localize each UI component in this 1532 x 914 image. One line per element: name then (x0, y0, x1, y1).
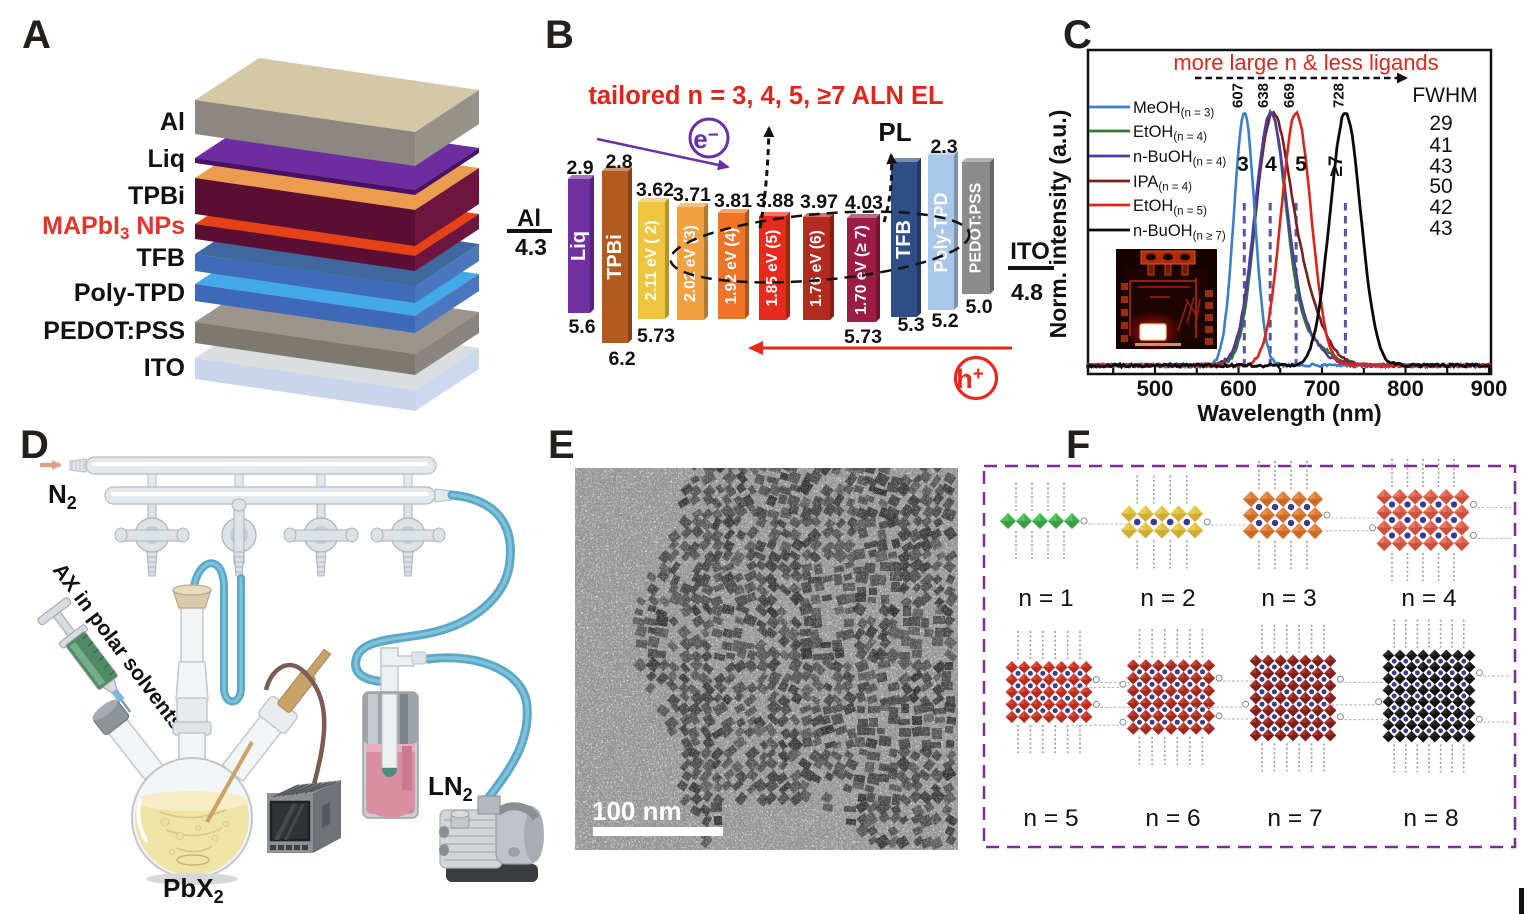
svg-text:Al: Al (160, 108, 185, 136)
svg-text:≥7: ≥7 (1326, 156, 1347, 177)
svg-text:PEDOT:PSS: PEDOT:PSS (968, 182, 985, 273)
svg-text:43: 43 (1429, 217, 1452, 240)
svg-text:607: 607 (1229, 83, 1246, 108)
svg-text:LN2: LN2 (428, 771, 473, 805)
svg-text:Norm. intensity (a.u.): Norm. intensity (a.u.) (1045, 110, 1071, 339)
svg-text:4: 4 (1265, 153, 1277, 176)
svg-text:e−: e− (693, 124, 719, 154)
svg-text:n = 4: n = 4 (1401, 585, 1456, 612)
svg-text:5: 5 (1295, 153, 1307, 176)
svg-text:PEDOT:PSS: PEDOT:PSS (43, 317, 185, 345)
svg-text:EtOH(n = 5): EtOH(n = 5) (1133, 197, 1207, 218)
svg-text:41: 41 (1429, 134, 1452, 157)
svg-text:43: 43 (1429, 155, 1452, 178)
svg-text:F: F (1066, 423, 1090, 467)
svg-text:Poly-TPD: Poly-TPD (74, 279, 185, 307)
svg-text:50: 50 (1429, 175, 1452, 198)
svg-text:5.73: 5.73 (637, 325, 675, 347)
svg-text:5.0: 5.0 (965, 296, 992, 318)
svg-text:29: 29 (1429, 112, 1452, 135)
svg-text:n = 2: n = 2 (1140, 585, 1195, 612)
svg-text:3.71: 3.71 (673, 184, 711, 206)
svg-text:PL: PL (878, 117, 911, 147)
svg-text:FWHM: FWHM (1412, 84, 1477, 107)
svg-text:TFB: TFB (136, 244, 185, 272)
svg-text:n = 8: n = 8 (1403, 805, 1458, 832)
svg-text:800: 800 (1387, 376, 1424, 401)
svg-text:900: 900 (1471, 376, 1508, 401)
svg-text:PbX2: PbX2 (163, 873, 224, 907)
svg-text:728: 728 (1330, 83, 1347, 108)
svg-text:ITO: ITO (144, 354, 185, 382)
svg-text:n = 7: n = 7 (1267, 805, 1322, 832)
svg-text:3.81: 3.81 (714, 190, 752, 212)
svg-text:n-BuOH(n ≥ 7): n-BuOH(n ≥ 7) (1133, 222, 1226, 243)
svg-text:1.76 eV (6): 1.76 eV (6) (808, 230, 825, 307)
svg-text:Liq: Liq (568, 231, 590, 261)
svg-text:5.3: 5.3 (897, 314, 924, 336)
svg-text:2.11 eV ( 2): 2.11 eV ( 2) (643, 220, 660, 300)
svg-text:EtOH(n = 4): EtOH(n = 4) (1133, 123, 1207, 144)
svg-text:A: A (22, 13, 51, 57)
svg-text:3: 3 (1237, 153, 1249, 176)
svg-text:600: 600 (1220, 376, 1257, 401)
svg-text:TPBi: TPBi (128, 182, 185, 210)
svg-text:100 nm: 100 nm (592, 796, 682, 826)
svg-text:2.8: 2.8 (605, 151, 632, 173)
svg-text:tailored n = 3, 4, 5, ≥7 ALN E: tailored n = 3, 4, 5, ≥7 ALN EL (588, 82, 943, 110)
svg-text:3.97: 3.97 (800, 191, 838, 213)
svg-text:n = 1: n = 1 (1018, 585, 1073, 612)
svg-text:4.3: 4.3 (515, 234, 547, 260)
svg-text:Wavelength (nm): Wavelength (nm) (1197, 400, 1381, 426)
svg-text:more large n & less ligands: more large n & less ligands (1173, 50, 1438, 75)
svg-text:1.85 eV (5): 1.85 eV (5) (764, 230, 781, 307)
svg-text:2.3: 2.3 (930, 136, 957, 158)
svg-text:MAPbI3 NPs: MAPbI3 NPs (42, 212, 185, 243)
svg-text:h+: h+ (956, 364, 984, 394)
svg-text:5.73: 5.73 (844, 326, 882, 348)
svg-text:Al: Al (517, 205, 541, 232)
svg-text:N2: N2 (48, 479, 77, 513)
svg-text:TPBi: TPBi (604, 234, 626, 280)
svg-text:n = 3: n = 3 (1261, 585, 1316, 612)
svg-text:Poly-TPD: Poly-TPD (931, 192, 951, 272)
svg-text:MeOH(n = 3): MeOH(n = 3) (1133, 99, 1214, 120)
svg-text:700: 700 (1304, 376, 1341, 401)
svg-text:2.02 eV (3): 2.02 eV (3) (682, 225, 699, 302)
svg-text:Liq: Liq (148, 145, 186, 173)
svg-text:B: B (545, 13, 574, 57)
svg-text:TFB: TFB (893, 220, 915, 259)
svg-text:5.2: 5.2 (931, 310, 958, 332)
svg-text:1.92 eV (4): 1.92 eV (4) (723, 228, 740, 305)
svg-text:5.6: 5.6 (568, 316, 595, 338)
svg-text:6.2: 6.2 (608, 348, 635, 370)
svg-text:638: 638 (1255, 83, 1272, 108)
svg-text:42: 42 (1429, 196, 1452, 219)
svg-text:3.88: 3.88 (756, 190, 794, 212)
svg-text:n-BuOH(n = 4): n-BuOH(n = 4) (1133, 148, 1226, 169)
svg-text:2.9: 2.9 (566, 157, 593, 179)
svg-text:E: E (548, 423, 575, 467)
svg-text:D: D (20, 423, 49, 467)
svg-text:4.8: 4.8 (1011, 279, 1043, 305)
svg-text:4.03: 4.03 (845, 192, 883, 214)
svg-text:669: 669 (1281, 83, 1298, 108)
svg-text:1.70 eV (≥ 7): 1.70 eV (≥ 7) (853, 225, 870, 315)
svg-text:n = 6: n = 6 (1145, 805, 1200, 832)
svg-text:3.62: 3.62 (636, 179, 674, 201)
svg-text:n = 5: n = 5 (1023, 805, 1078, 832)
svg-text:IPA(n = 4): IPA(n = 4) (1133, 173, 1192, 194)
svg-text:ITO: ITO (1010, 238, 1050, 265)
svg-text:500: 500 (1137, 376, 1174, 401)
